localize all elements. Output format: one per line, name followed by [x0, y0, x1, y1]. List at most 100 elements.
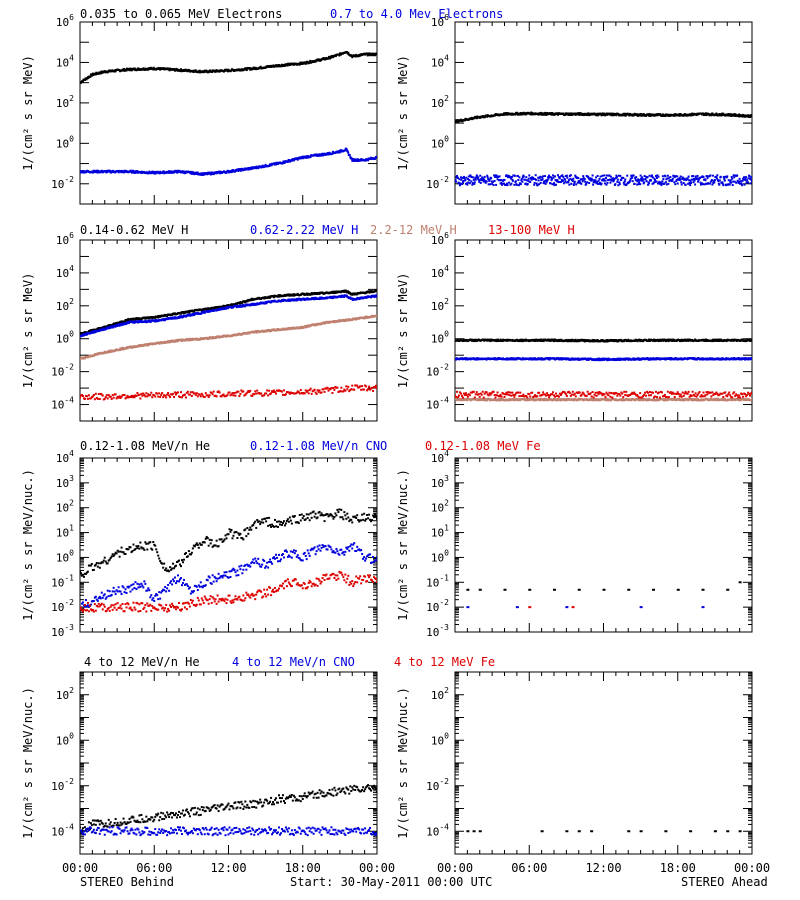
- data-point: [487, 183, 490, 186]
- data-point: [329, 56, 332, 59]
- data-point: [517, 184, 520, 187]
- data-point: [164, 394, 167, 397]
- data-point: [255, 330, 258, 333]
- data-point: [238, 395, 241, 398]
- data-point: [376, 155, 377, 158]
- data-point: [180, 396, 183, 399]
- data-point: [228, 391, 231, 394]
- data-point: [100, 393, 103, 396]
- data-point: [190, 394, 193, 397]
- data-point: [688, 179, 691, 182]
- data-point: [308, 325, 311, 328]
- data-point: [248, 390, 251, 393]
- data-point: [376, 294, 377, 297]
- data-point: [130, 394, 133, 397]
- data-point: [683, 114, 686, 117]
- data-point: [128, 322, 131, 325]
- data-point: [367, 388, 370, 391]
- data-point: [750, 178, 752, 181]
- data-point: [651, 174, 654, 177]
- data-point: [664, 115, 667, 118]
- data-point: [168, 171, 171, 174]
- data-point: [697, 180, 700, 183]
- data-point: [160, 393, 163, 396]
- data-point: [719, 175, 722, 178]
- data-point: [92, 331, 95, 334]
- data-point: [135, 69, 138, 72]
- data-point: [598, 177, 601, 180]
- series-layer: [455, 111, 752, 187]
- data-point: [354, 158, 357, 161]
- data-point: [329, 388, 332, 391]
- data-point: [288, 299, 291, 302]
- legend-label: 4 to 12 MeV/n CNO: [232, 655, 355, 669]
- data-point: [105, 394, 108, 397]
- data-point: [509, 183, 512, 186]
- data-point: [355, 298, 358, 301]
- data-point: [554, 183, 557, 186]
- data-point: [550, 113, 553, 116]
- data-point: [625, 183, 628, 186]
- data-point: [644, 178, 647, 181]
- data-point: [370, 296, 373, 299]
- data-point: [646, 176, 649, 179]
- data-point: [657, 175, 660, 178]
- y-tick-label: 104: [431, 53, 449, 69]
- data-point: [653, 178, 656, 181]
- data-point: [83, 397, 86, 400]
- data-point: [476, 175, 479, 178]
- data-point: [211, 335, 214, 338]
- data-point: [331, 391, 334, 394]
- legend-layer: 0.035 to 0.065 MeV Electrons 0.7 to 4.0 M…: [80, 7, 575, 669]
- data-point: [103, 397, 106, 400]
- data-point: [726, 175, 729, 178]
- data-point: [197, 71, 200, 74]
- data-point: [469, 174, 472, 177]
- data-point: [546, 178, 549, 181]
- data-point: [104, 396, 107, 399]
- data-point: [101, 394, 104, 397]
- data-point: [351, 319, 354, 322]
- series-layer: [80, 289, 377, 401]
- data-point: [133, 396, 136, 399]
- data-point: [664, 181, 667, 184]
- data-point: [503, 182, 506, 185]
- data-point: [109, 326, 112, 329]
- data-point: [241, 305, 244, 308]
- data-point: [718, 113, 721, 116]
- data-point: [218, 391, 221, 394]
- data-point: [643, 175, 646, 178]
- data-point: [515, 183, 518, 186]
- data-point: [479, 181, 482, 184]
- data-point: [273, 296, 276, 299]
- data-point: [320, 391, 323, 394]
- data-point: [661, 175, 664, 178]
- data-point: [568, 183, 571, 186]
- data-point: [162, 396, 165, 399]
- data-point: [477, 176, 480, 179]
- data-point: [563, 178, 566, 181]
- data-point: [741, 115, 744, 118]
- data-point: [298, 63, 301, 66]
- data-point: [500, 179, 503, 182]
- data-point: [194, 69, 197, 72]
- y-tick-label: 106: [431, 231, 449, 247]
- data-point: [566, 176, 569, 179]
- data-point: [553, 184, 556, 187]
- data-point: [724, 175, 727, 178]
- series-0: [80, 289, 377, 336]
- data-point: [650, 179, 653, 182]
- data-point: [128, 69, 131, 72]
- data-point: [283, 161, 286, 164]
- data-point: [146, 395, 149, 398]
- data-point: [273, 328, 276, 331]
- data-point: [566, 112, 569, 115]
- data-point: [153, 172, 156, 175]
- data-point: [680, 181, 683, 184]
- data-point: [164, 319, 167, 322]
- data-point: [144, 317, 147, 320]
- series-2: [80, 314, 377, 361]
- data-point: [616, 180, 619, 183]
- data-point: [467, 181, 470, 184]
- data-point: [156, 392, 159, 395]
